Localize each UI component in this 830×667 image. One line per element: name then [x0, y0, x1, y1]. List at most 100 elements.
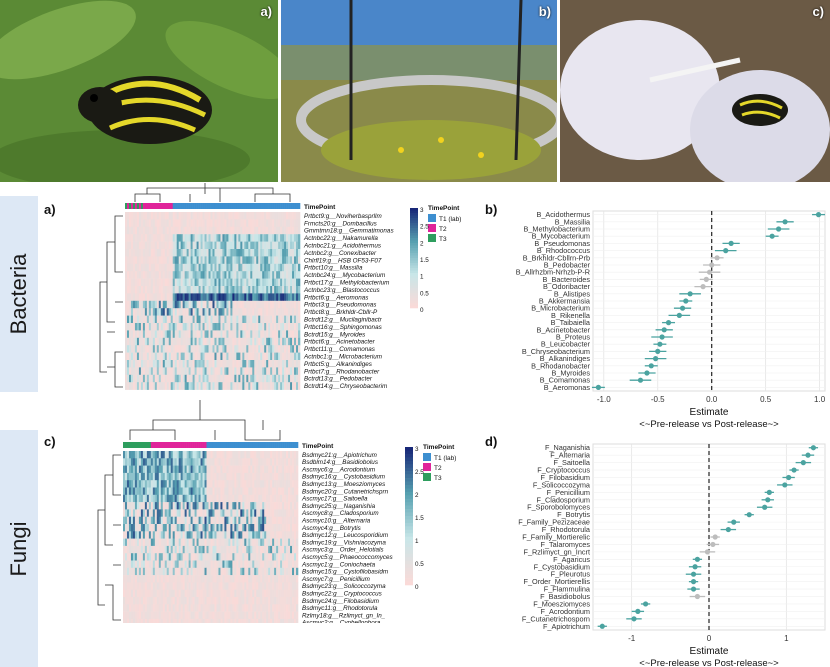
heatmap-cell	[256, 575, 259, 583]
heatmap-cell	[202, 234, 205, 242]
heatmap-cell	[280, 589, 283, 598]
heatmap-cell	[192, 315, 195, 324]
heatmap-cell	[130, 531, 134, 539]
heatmap-cell	[232, 604, 235, 612]
heatmap-cell	[240, 502, 243, 510]
heatmap-cell	[260, 524, 263, 532]
heatmap-cell	[296, 516, 299, 525]
timepoint-cell	[210, 442, 213, 448]
heatmap-cell	[260, 531, 263, 539]
heatmap-cell	[146, 502, 150, 510]
heatmap-cell	[130, 458, 134, 466]
heatmap-cell	[278, 538, 281, 547]
heatmap-cell	[294, 241, 297, 250]
colorbar-tick-label: 3	[420, 207, 424, 214]
colorbar-segment	[410, 223, 418, 226]
heatmap-cell	[296, 553, 299, 561]
heatmap-cell	[182, 241, 185, 250]
estimate-point	[810, 445, 816, 451]
heatmap-cell	[216, 293, 219, 302]
heatmap-cell	[288, 560, 291, 569]
heatmap-cell	[294, 345, 297, 353]
heatmap-cell	[208, 618, 211, 623]
heatmap-cell	[266, 352, 269, 361]
heatmap-cell	[244, 286, 247, 294]
heatmap-cell	[154, 509, 158, 517]
heatmap-row-label: Ascmyc8:g__Cladosporium	[301, 510, 379, 517]
heatmap-cell	[258, 516, 261, 525]
heatmap-cell	[278, 382, 281, 390]
heatmap-cell	[244, 567, 247, 576]
heatmap-cell	[134, 604, 138, 612]
heatmap-cell	[238, 300, 241, 309]
heatmap-cell	[162, 308, 166, 316]
heatmap-cell	[252, 611, 255, 620]
heatmap-cell	[258, 382, 261, 390]
timepoint-cell	[264, 203, 267, 209]
heatmap-cell	[246, 234, 249, 242]
colorbar-tick-label: 1	[420, 274, 424, 281]
heatmap-cell	[182, 293, 185, 302]
heatmap-cell	[190, 226, 193, 235]
heatmap-cell	[152, 382, 156, 390]
timepoint-cell	[140, 442, 144, 448]
heatmap-cell	[172, 494, 176, 503]
heatmap-cell	[256, 451, 259, 459]
heatmap-cell	[262, 582, 265, 590]
heatmap-cell	[148, 465, 152, 474]
heatmap-cell	[244, 241, 247, 250]
heatmap-cell	[176, 487, 179, 496]
heatmap-cell	[196, 271, 199, 279]
heatmap-cell	[244, 465, 247, 474]
heatmap-cell	[214, 382, 217, 390]
heatmap-cell	[162, 553, 166, 561]
heatmap-cell	[226, 234, 229, 242]
heatmap-cell	[244, 212, 247, 220]
timepoint-cell	[282, 442, 285, 448]
heatmap-cell	[204, 286, 207, 294]
heatmap-cell	[132, 582, 136, 590]
heatmap-cell	[230, 293, 233, 302]
heatmap-cell	[214, 494, 217, 503]
heatmap-cell	[248, 278, 251, 287]
heatmap-cell	[208, 516, 211, 525]
heatmap-cell	[142, 545, 146, 554]
heatmap-cell	[202, 293, 205, 302]
heatmap-cell	[268, 300, 271, 309]
heatmap-cell	[260, 256, 263, 265]
heatmap-cell	[224, 472, 227, 481]
heatmap-cell	[172, 300, 176, 309]
heatmap-cell	[234, 502, 237, 510]
heatmap-cell	[270, 502, 273, 510]
heatmap-cell	[144, 618, 148, 623]
heatmap-cell	[142, 487, 146, 496]
heatmap-cell	[248, 300, 251, 309]
heatmap-cell	[212, 458, 215, 466]
heatmap-cell	[230, 472, 233, 481]
estimate-point	[659, 334, 665, 340]
heatmap-cell	[164, 502, 168, 510]
heatmap-cell	[280, 502, 283, 510]
heatmap-cell	[138, 219, 142, 228]
heatmap-cell	[272, 323, 275, 331]
heatmap-cell	[294, 330, 297, 339]
heatmap-cell	[166, 582, 170, 590]
heatmap-cell	[244, 560, 247, 569]
heatmap-cell	[124, 531, 128, 539]
heatmap-cell	[256, 604, 259, 612]
heatmap-cell	[158, 472, 162, 481]
heatmap-cell	[276, 241, 279, 250]
heatmap-cell	[242, 531, 245, 539]
heatmap-cell	[212, 382, 215, 390]
heatmap-cell	[272, 494, 275, 503]
heatmap-cell	[286, 451, 289, 459]
heatmap-cell	[266, 293, 269, 302]
heatmap-cell	[220, 531, 223, 539]
heatmap-cell	[234, 575, 237, 583]
heatmap-cell	[130, 465, 134, 474]
heatmap-cell	[128, 618, 132, 623]
heatmap-cell	[210, 604, 213, 612]
heatmap-cell	[230, 575, 233, 583]
heatmap-cell	[234, 323, 237, 331]
heatmap-cell	[158, 458, 162, 466]
